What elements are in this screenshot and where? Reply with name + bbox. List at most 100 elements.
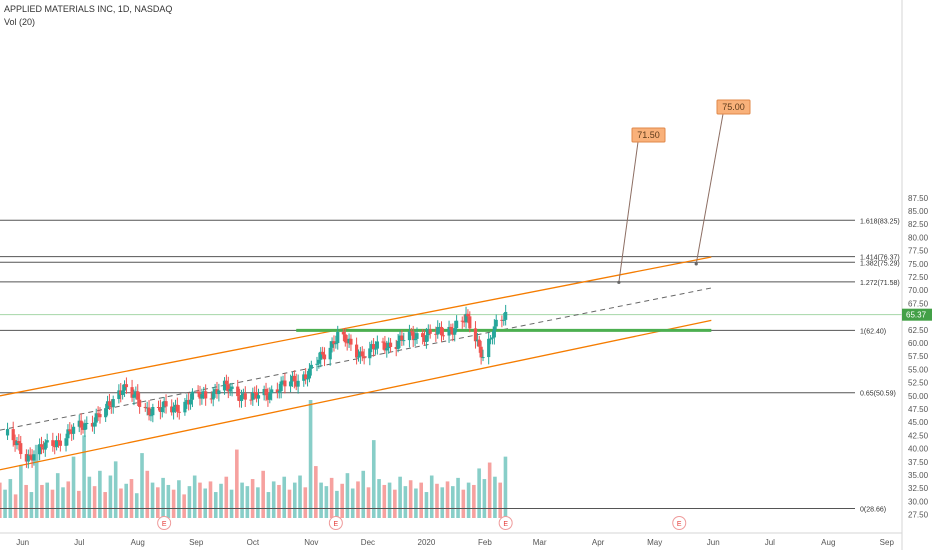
candle-body: [85, 422, 89, 424]
candle-body: [249, 399, 253, 401]
volume-bar: [287, 489, 292, 518]
volume-bar: [82, 435, 86, 518]
volume-bar: [450, 486, 455, 518]
volume-bar: [13, 494, 18, 518]
volume-bar: [29, 492, 34, 518]
fib-level-label: 1.414(76.37): [860, 255, 900, 262]
price-tick-label: 27.50: [908, 511, 929, 520]
candle-body: [143, 406, 147, 409]
volume-bar: [398, 476, 402, 518]
volume-bar: [271, 481, 276, 518]
earnings-marker[interactable]: [328, 516, 343, 530]
candle-body: [270, 389, 274, 394]
candle-body: [438, 326, 442, 328]
target-label-box[interactable]: [631, 127, 666, 143]
time-tick-label: Aug: [131, 538, 145, 547]
volume-bar: [145, 470, 150, 518]
volume-bar: [440, 487, 445, 518]
volume-bar: [19, 464, 23, 518]
candle-body: [236, 386, 240, 397]
earnings-marker[interactable]: [157, 516, 172, 530]
candle-body: [305, 378, 310, 380]
candle-body: [130, 387, 134, 398]
fib-level-label: 1.618(83.25): [860, 218, 900, 225]
candle-body: [343, 334, 347, 343]
earnings-marker[interactable]: [672, 516, 687, 530]
candle-body: [222, 380, 227, 391]
candle-body: [371, 344, 376, 350]
volume-bar: [371, 440, 376, 518]
volume-bar: [134, 493, 139, 518]
candle-body: [70, 431, 74, 434]
volume-bar: [466, 482, 471, 518]
symbol-title: APPLIED MATERIALS INC, 1D, NASDAQ: [4, 4, 173, 14]
price-tick-label: 57.50: [908, 352, 929, 361]
volume-bar: [256, 487, 260, 518]
volume-bar: [129, 479, 134, 518]
volume-bar: [87, 476, 92, 518]
volume-bar: [198, 482, 202, 518]
candle-body: [451, 329, 455, 335]
candle-body: [281, 380, 285, 382]
candle-body: [94, 413, 98, 423]
candle-body: [409, 331, 413, 333]
price-tick-label: 50.00: [908, 392, 929, 401]
volume-bar: [424, 492, 429, 518]
candle-body: [477, 339, 481, 347]
candle-body: [17, 441, 21, 444]
candle-body: [230, 386, 234, 389]
volume-bar: [403, 486, 408, 518]
candle-body: [321, 351, 325, 355]
price-tick-label: 67.50: [908, 299, 929, 308]
candle-body: [200, 394, 204, 399]
volume-bar: [324, 486, 329, 518]
candle-body: [362, 356, 366, 359]
candle-body: [279, 381, 283, 392]
volume-bar: [240, 482, 244, 518]
candle-body: [239, 395, 244, 402]
candle-body: [45, 440, 49, 443]
time-tick-label: Jul: [74, 538, 84, 547]
candle-body: [98, 414, 102, 418]
candle-body: [51, 440, 55, 446]
candle-body: [494, 319, 498, 327]
volume-bar: [71, 456, 76, 518]
volume-bar: [66, 481, 71, 518]
candle-body: [304, 374, 308, 380]
volume-bar: [503, 456, 508, 518]
candle-body: [173, 404, 178, 408]
price-tick-label: 60.00: [908, 339, 929, 348]
target-label-box[interactable]: [716, 99, 751, 115]
candle-body: [162, 401, 166, 408]
candle-body: [370, 344, 374, 349]
candle-body: [334, 343, 338, 345]
time-tick-label: Jun: [16, 538, 29, 547]
price-tick-label: 52.50: [908, 379, 929, 388]
candle-body: [383, 342, 387, 351]
candle-body: [421, 333, 425, 338]
volume-bar: [187, 486, 192, 518]
volume-bar: [445, 481, 450, 518]
time-tick-label: Jul: [765, 538, 775, 547]
candle-body: [38, 444, 42, 455]
volume-bar: [213, 492, 218, 518]
candle-body: [307, 368, 312, 379]
candle-body: [147, 407, 151, 416]
volume-bar: [498, 482, 502, 518]
candle-body: [373, 348, 378, 350]
candle-body: [268, 393, 272, 400]
volume-bar: [292, 482, 297, 518]
candle-body: [92, 422, 96, 427]
candle-body: [455, 320, 459, 329]
candle-body: [151, 406, 155, 416]
candle-body: [134, 391, 138, 395]
earnings-marker[interactable]: [498, 516, 513, 530]
candle-body: [296, 380, 300, 387]
volume-bar: [382, 484, 387, 518]
candle-body: [117, 390, 121, 400]
candle-body: [64, 438, 68, 446]
candle-body: [332, 341, 336, 345]
candle-body: [462, 321, 466, 323]
target-label: 75.00: [722, 102, 745, 112]
